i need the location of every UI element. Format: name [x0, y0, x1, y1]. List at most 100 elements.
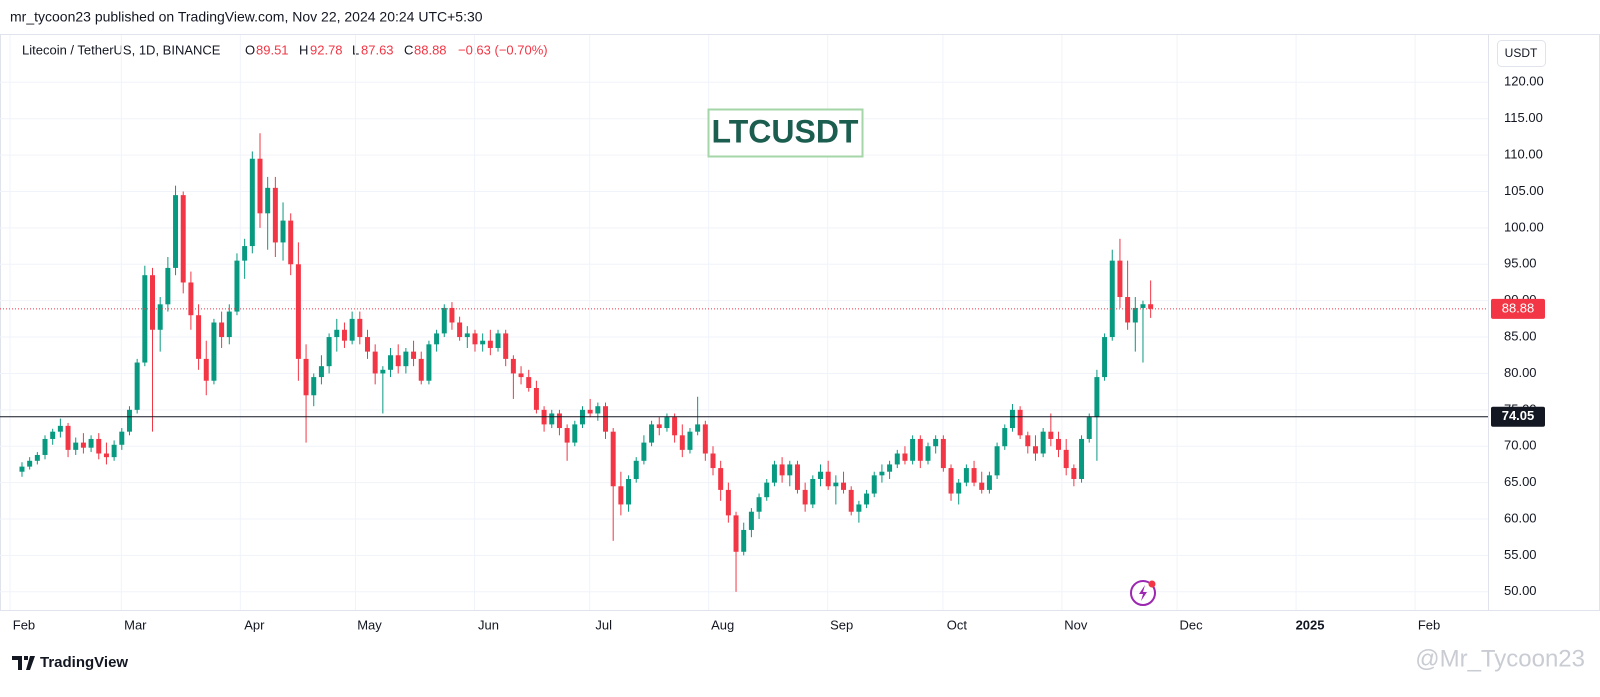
candle-body	[265, 187, 271, 214]
candle-body	[441, 307, 447, 334]
candle-body	[34, 454, 40, 461]
candle-body	[403, 351, 409, 367]
y-tick-label: 120.00	[1504, 74, 1544, 89]
candle-body	[295, 264, 301, 359]
candle-body	[564, 428, 570, 443]
plot	[0, 35, 1488, 610]
candle-body	[142, 275, 148, 363]
annotation: LTCUSDT	[712, 113, 859, 149]
candle-body	[480, 340, 486, 345]
candle-body	[349, 318, 355, 341]
candle-body	[603, 406, 609, 432]
candle-body	[50, 431, 56, 439]
candle-body	[1109, 260, 1115, 338]
candle-body	[288, 220, 294, 265]
candle-body	[618, 486, 624, 505]
x-tick-label: Jun	[478, 617, 499, 632]
candle-body	[910, 438, 916, 461]
candle-body	[764, 482, 770, 498]
candle-body	[449, 307, 455, 323]
candle-body	[457, 322, 463, 338]
candle-body	[687, 431, 693, 450]
candle-body	[1117, 260, 1123, 298]
candle-body	[825, 471, 831, 487]
candle-body	[326, 337, 332, 367]
last-price-box	[1491, 298, 1545, 319]
candle-body	[357, 318, 363, 338]
low-value: 87.63	[361, 42, 394, 57]
candle-body	[165, 267, 171, 305]
candle-body	[549, 413, 555, 425]
candle-body	[779, 464, 785, 476]
candle-body	[1032, 446, 1038, 454]
y-tick-label: 50.00	[1504, 583, 1537, 598]
y-tick-label: 65.00	[1504, 474, 1537, 489]
candle-body	[103, 453, 109, 458]
candle-body	[234, 260, 240, 312]
y-tick-label: 100.00	[1504, 219, 1544, 234]
h-label: H	[299, 42, 308, 57]
high-value: 92.78	[310, 42, 343, 57]
candle-body	[933, 438, 939, 447]
x-tick-label: Sep	[830, 617, 853, 632]
candle-body	[372, 351, 378, 374]
candle-body	[27, 460, 33, 467]
alert-icon[interactable]	[1130, 580, 1156, 606]
candle-body	[188, 282, 194, 316]
candle-body	[871, 475, 877, 494]
candle-body	[1025, 435, 1031, 447]
candle-body	[649, 424, 655, 443]
candle-body	[633, 460, 639, 479]
candle-body	[848, 489, 854, 512]
candle-body	[510, 358, 516, 374]
candle-body	[303, 358, 309, 396]
candle-body	[641, 442, 647, 461]
candle-body	[664, 417, 670, 429]
candle-body	[334, 329, 340, 338]
x-tick-label: Jul	[595, 617, 612, 632]
y-tick-label: 85.00	[1504, 328, 1537, 343]
candle-body	[411, 351, 417, 359]
candle-body	[971, 468, 977, 483]
candle-body	[1125, 297, 1131, 323]
candle-body	[656, 424, 662, 429]
candle-body	[741, 529, 747, 552]
candle-body	[841, 482, 847, 490]
currency-button[interactable]	[1497, 40, 1546, 67]
y-tick-label: 55.00	[1504, 547, 1537, 562]
candle-body	[311, 377, 317, 396]
candle-body	[1086, 417, 1092, 439]
candle-body	[487, 340, 493, 348]
candle-body	[157, 304, 163, 330]
x-tick-label: Feb	[13, 617, 35, 632]
candle-body	[595, 406, 601, 414]
candle-body	[810, 478, 816, 505]
candle-body	[65, 425, 71, 450]
candle-body	[1048, 431, 1054, 439]
candle-body	[73, 442, 79, 450]
candle-body	[956, 482, 962, 494]
candle-body	[756, 497, 762, 512]
candle-body	[364, 337, 370, 352]
candle-body	[1140, 304, 1146, 308]
candle-body	[395, 355, 401, 367]
candle-body	[856, 504, 862, 512]
candle-body	[679, 435, 685, 450]
candle-body	[802, 489, 808, 505]
candle-body	[88, 438, 94, 448]
candle-body	[126, 409, 132, 432]
currency[interactable]: USDT	[1505, 46, 1538, 60]
candle-body	[902, 453, 908, 461]
candle-body	[19, 466, 25, 472]
annotation-box	[707, 108, 864, 158]
candle-body	[733, 515, 739, 552]
o-label: O	[245, 42, 255, 57]
candle-body	[464, 333, 470, 338]
close-value: 88.88	[414, 42, 447, 57]
candle-body	[925, 446, 931, 461]
candle-body	[272, 187, 278, 243]
candle-body	[119, 431, 125, 445]
candle-body	[626, 478, 632, 505]
candle-body	[257, 158, 263, 214]
y-tick-label: 105.00	[1504, 183, 1544, 198]
